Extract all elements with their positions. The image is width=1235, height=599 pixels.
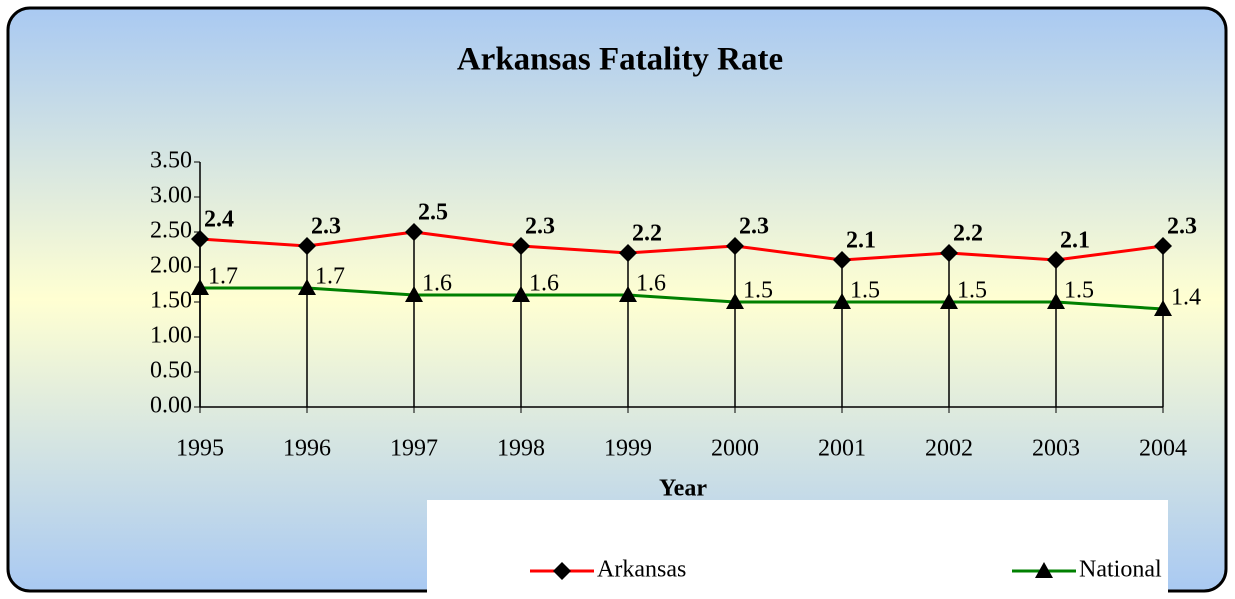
y-tick-label: 0.00 [150, 393, 192, 419]
data-label: 1.5 [850, 278, 880, 304]
data-point [512, 286, 530, 302]
data-point [1047, 251, 1065, 269]
data-label: 1.7 [208, 264, 238, 290]
data-label: 1.6 [529, 271, 559, 297]
x-tick-label: 2001 [818, 436, 866, 462]
x-tick-label: 2004 [1139, 436, 1187, 462]
data-label: 1.6 [636, 271, 666, 297]
legend-label: National [1079, 557, 1162, 583]
data-point [1154, 237, 1172, 255]
x-tick-label: 1996 [283, 436, 331, 462]
y-tick-label: 3.00 [150, 183, 192, 209]
data-point [833, 293, 851, 309]
data-point [940, 293, 958, 309]
data-label: 2.4 [204, 207, 234, 233]
data-label: 2.3 [1167, 214, 1197, 240]
x-tick-label: 2002 [925, 436, 973, 462]
data-label: 2.2 [632, 221, 662, 247]
data-point [1154, 300, 1172, 316]
data-point [1047, 293, 1065, 309]
data-point [191, 279, 209, 295]
legend-box [427, 500, 1168, 597]
data-label: 2.1 [846, 228, 876, 254]
data-point [619, 286, 637, 302]
y-tick-label: 2.00 [150, 253, 192, 279]
series-line [200, 286, 1164, 311]
data-label: 1.7 [315, 264, 345, 290]
y-tick-label: 3.50 [150, 148, 192, 174]
x-tick-label: 1999 [604, 436, 652, 462]
legend-label: Arkansas [597, 557, 686, 583]
data-point [726, 237, 744, 255]
data-label: 2.2 [953, 221, 983, 247]
x-tick-label: 2000 [711, 436, 759, 462]
data-point [298, 237, 316, 255]
y-tick-label: 0.50 [150, 358, 192, 384]
legend-marker [553, 562, 571, 580]
series-line [199, 230, 1164, 262]
y-tick-label: 1.50 [150, 288, 192, 314]
data-point [405, 223, 423, 241]
data-point [512, 237, 530, 255]
legend-marker [1035, 562, 1053, 578]
data-label: 1.5 [1064, 278, 1094, 304]
data-label: 1.5 [957, 278, 987, 304]
y-tick-label: 2.50 [150, 218, 192, 244]
data-point [619, 244, 637, 262]
x-axis-title: Year [659, 476, 707, 502]
x-tick-label: 1995 [176, 436, 224, 462]
data-label: 2.3 [739, 214, 769, 240]
chart-title: Arkansas Fatality Rate [457, 42, 783, 78]
y-tick-label: 1.00 [150, 323, 192, 349]
data-point [940, 244, 958, 262]
x-tick-label: 1997 [390, 436, 438, 462]
data-point [298, 279, 316, 295]
data-label: 2.5 [418, 200, 448, 226]
data-label: 2.1 [1060, 228, 1090, 254]
data-point [726, 293, 744, 309]
x-tick-label: 1998 [497, 436, 545, 462]
data-point [405, 286, 423, 302]
data-point [191, 230, 209, 248]
data-point [833, 251, 851, 269]
data-label: 2.3 [311, 214, 341, 240]
data-label: 1.5 [743, 278, 773, 304]
data-label: 1.4 [1171, 285, 1201, 311]
x-tick-label: 2003 [1032, 436, 1080, 462]
data-label: 2.3 [525, 214, 555, 240]
data-label: 1.6 [422, 271, 452, 297]
